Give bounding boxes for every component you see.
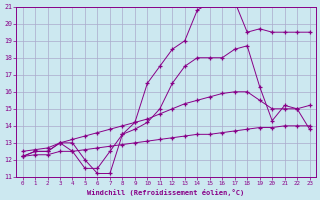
X-axis label: Windchill (Refroidissement éolien,°C): Windchill (Refroidissement éolien,°C) bbox=[87, 189, 245, 196]
